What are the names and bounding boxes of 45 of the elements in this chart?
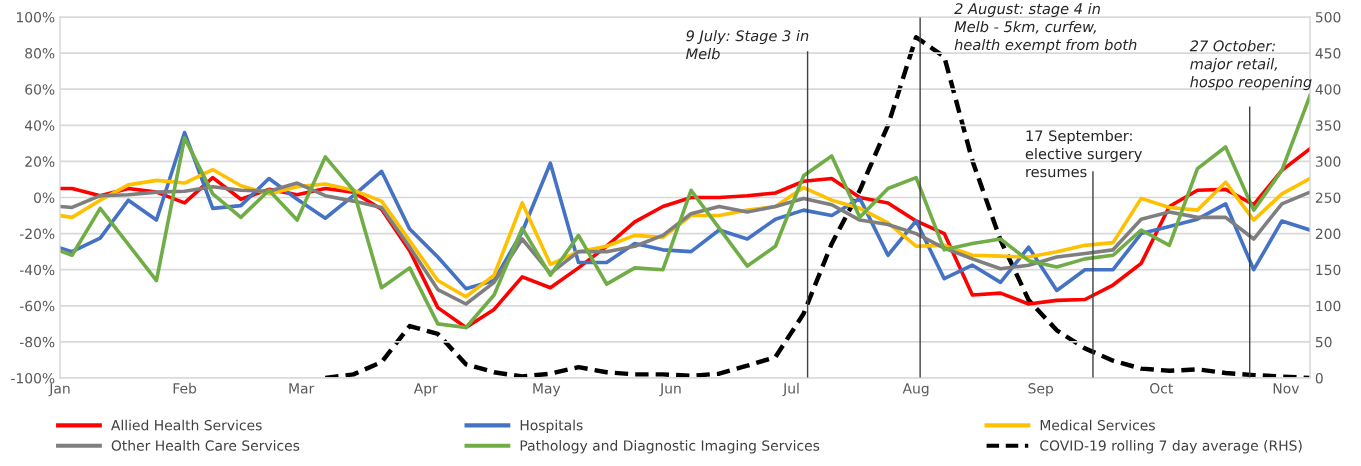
x-tick-label: Nov xyxy=(1273,383,1300,394)
y-tick-label: 40% xyxy=(24,120,55,131)
x-tick-label: Mar xyxy=(289,383,315,394)
y2-tick-label: 400 xyxy=(1315,84,1341,95)
legend-label: Allied Health Services xyxy=(111,419,262,431)
x-tick-label: Feb xyxy=(173,382,197,394)
x-tick-label: Jan xyxy=(48,383,70,397)
ref-line-label: 27 October: major retail, hospo reopening xyxy=(1189,40,1312,91)
legend-label: Pathology and Diagnostic Imaging Services xyxy=(520,440,820,454)
y-tick-label: -80% xyxy=(19,336,55,348)
line-series xyxy=(60,181,1310,306)
y-tick-label: 80% xyxy=(25,48,55,59)
y-tick-label: -100% xyxy=(11,372,55,384)
ref-line-label: 17 September: elective surgery resumes xyxy=(1025,129,1142,178)
x-tick-label: Oct xyxy=(1150,383,1173,394)
y-tick-label: 0% xyxy=(34,192,55,203)
y-tick-label: -40% xyxy=(19,264,55,276)
y2-tick-label: 300 xyxy=(1315,156,1341,167)
x-tick-label: May xyxy=(533,383,561,397)
y2-tick-label: 150 xyxy=(1316,264,1341,276)
legend-label: Medical Services xyxy=(1040,419,1155,431)
ref-line-label: 2 August: stage 4 in Melb - 5km, curfew, health exempt from both xyxy=(954,2,1137,54)
y2-tick-label: 50 xyxy=(1315,336,1332,348)
x-tick-label: Jul xyxy=(782,382,799,397)
x-tick-label: Sep xyxy=(1028,383,1054,397)
y2-tick-label: 200 xyxy=(1315,228,1341,240)
y-tick-label: -20% xyxy=(19,228,55,240)
y2-tick-label: 350 xyxy=(1315,120,1341,131)
y-tick-label: -60% xyxy=(19,300,55,312)
y2-tick-label: 450 xyxy=(1315,48,1341,59)
y-tick-label: 100% xyxy=(16,11,55,23)
line-series xyxy=(60,93,1310,330)
x-tick-label: Apr xyxy=(413,383,438,397)
x-tick-label: Jun xyxy=(659,383,681,397)
y-tick-label: 20% xyxy=(25,156,55,167)
y2-tick-label: 0 xyxy=(1315,372,1323,384)
y-tick-label: 60% xyxy=(25,84,55,95)
y2-tick-label: 100 xyxy=(1316,300,1341,312)
ref-line-label: 9 July: Stage 3 in Melb xyxy=(685,30,809,60)
x-tick-label: Aug xyxy=(902,383,929,397)
legend-label: Other Health Care Services xyxy=(111,440,300,451)
legend-label: COVID-19 rolling 7 day average (RHS) xyxy=(1040,440,1302,454)
legend-label: Hospitals xyxy=(520,419,583,434)
y2-tick-label: 500 xyxy=(1315,11,1341,23)
y2-tick-label: 250 xyxy=(1315,192,1341,203)
